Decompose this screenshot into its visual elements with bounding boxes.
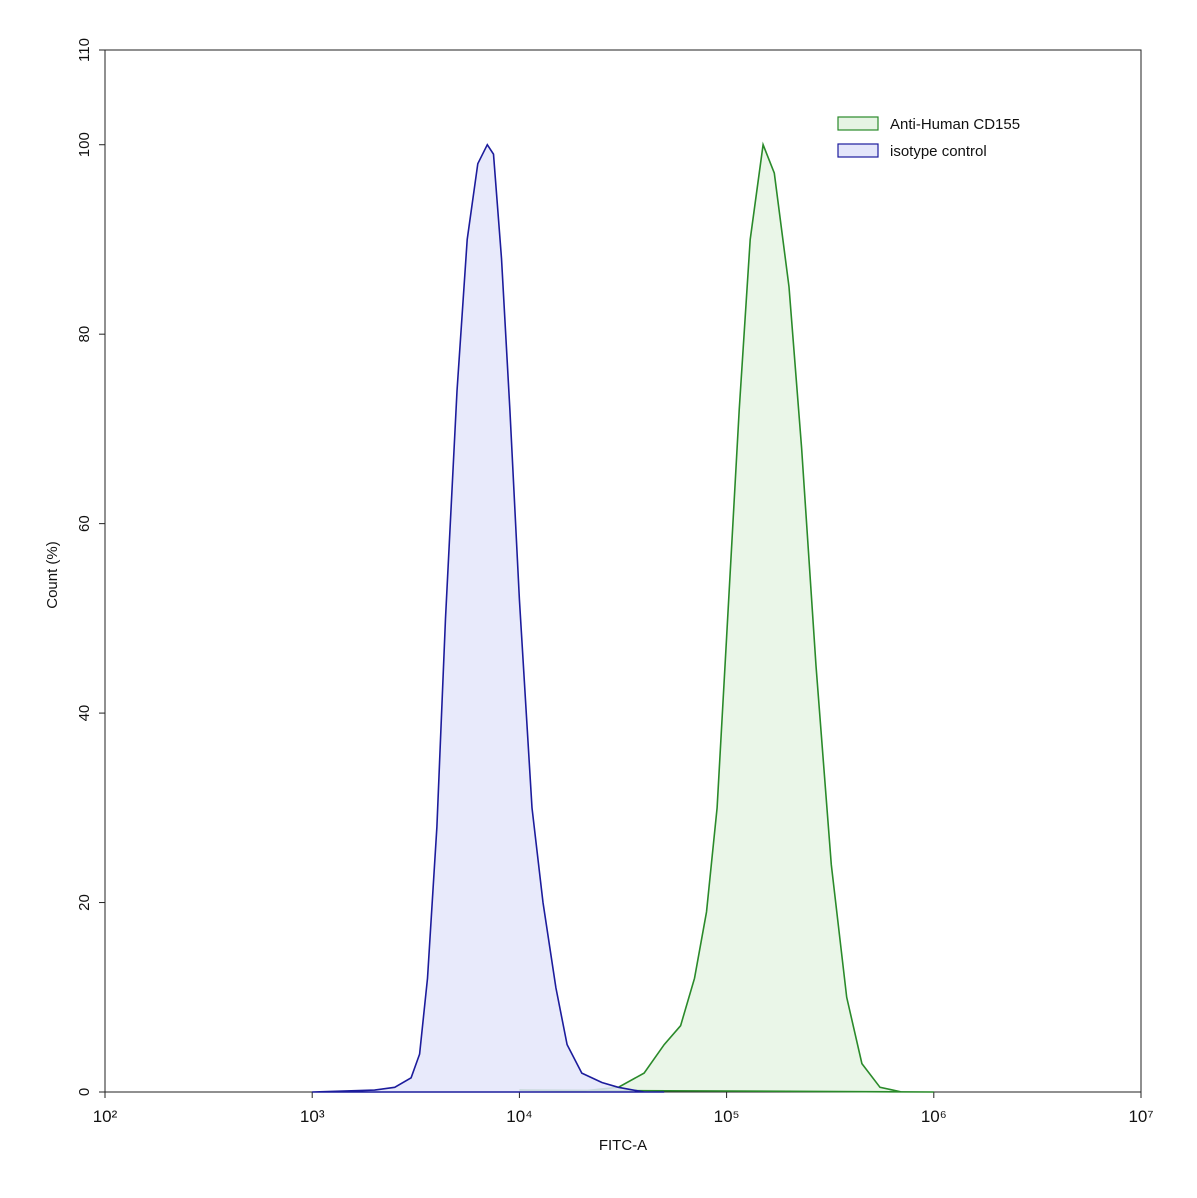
x-tick-label: 10⁴ [506, 1107, 532, 1126]
y-tick-label: 80 [76, 326, 93, 343]
x-tick-label: 10³ [300, 1107, 325, 1126]
y-tick-label: 40 [76, 705, 93, 722]
y-tick-label: 60 [76, 515, 93, 532]
x-tick-label: 10⁵ [714, 1107, 740, 1126]
y-axis-label: Count (%) [44, 541, 61, 609]
x-tick-label: 10² [93, 1107, 118, 1126]
legend-label: isotype control [890, 143, 987, 160]
legend-label: Anti-Human CD155 [890, 116, 1020, 133]
plot-frame [104, 49, 1142, 1093]
x-axis-label: FITC-A [599, 1137, 647, 1154]
legend-swatch [837, 116, 879, 131]
x-tick-label: 10⁷ [1128, 1107, 1153, 1126]
x-tick-label: 10⁶ [921, 1107, 947, 1126]
y-tick-label: 110 [76, 38, 93, 62]
y-tick-label: 100 [76, 132, 93, 157]
legend-swatch [837, 143, 879, 158]
area [312, 143, 665, 1093]
y-tick-label: 20 [76, 894, 93, 911]
area [519, 141, 934, 1093]
y-tick-label: 0 [76, 1088, 93, 1096]
